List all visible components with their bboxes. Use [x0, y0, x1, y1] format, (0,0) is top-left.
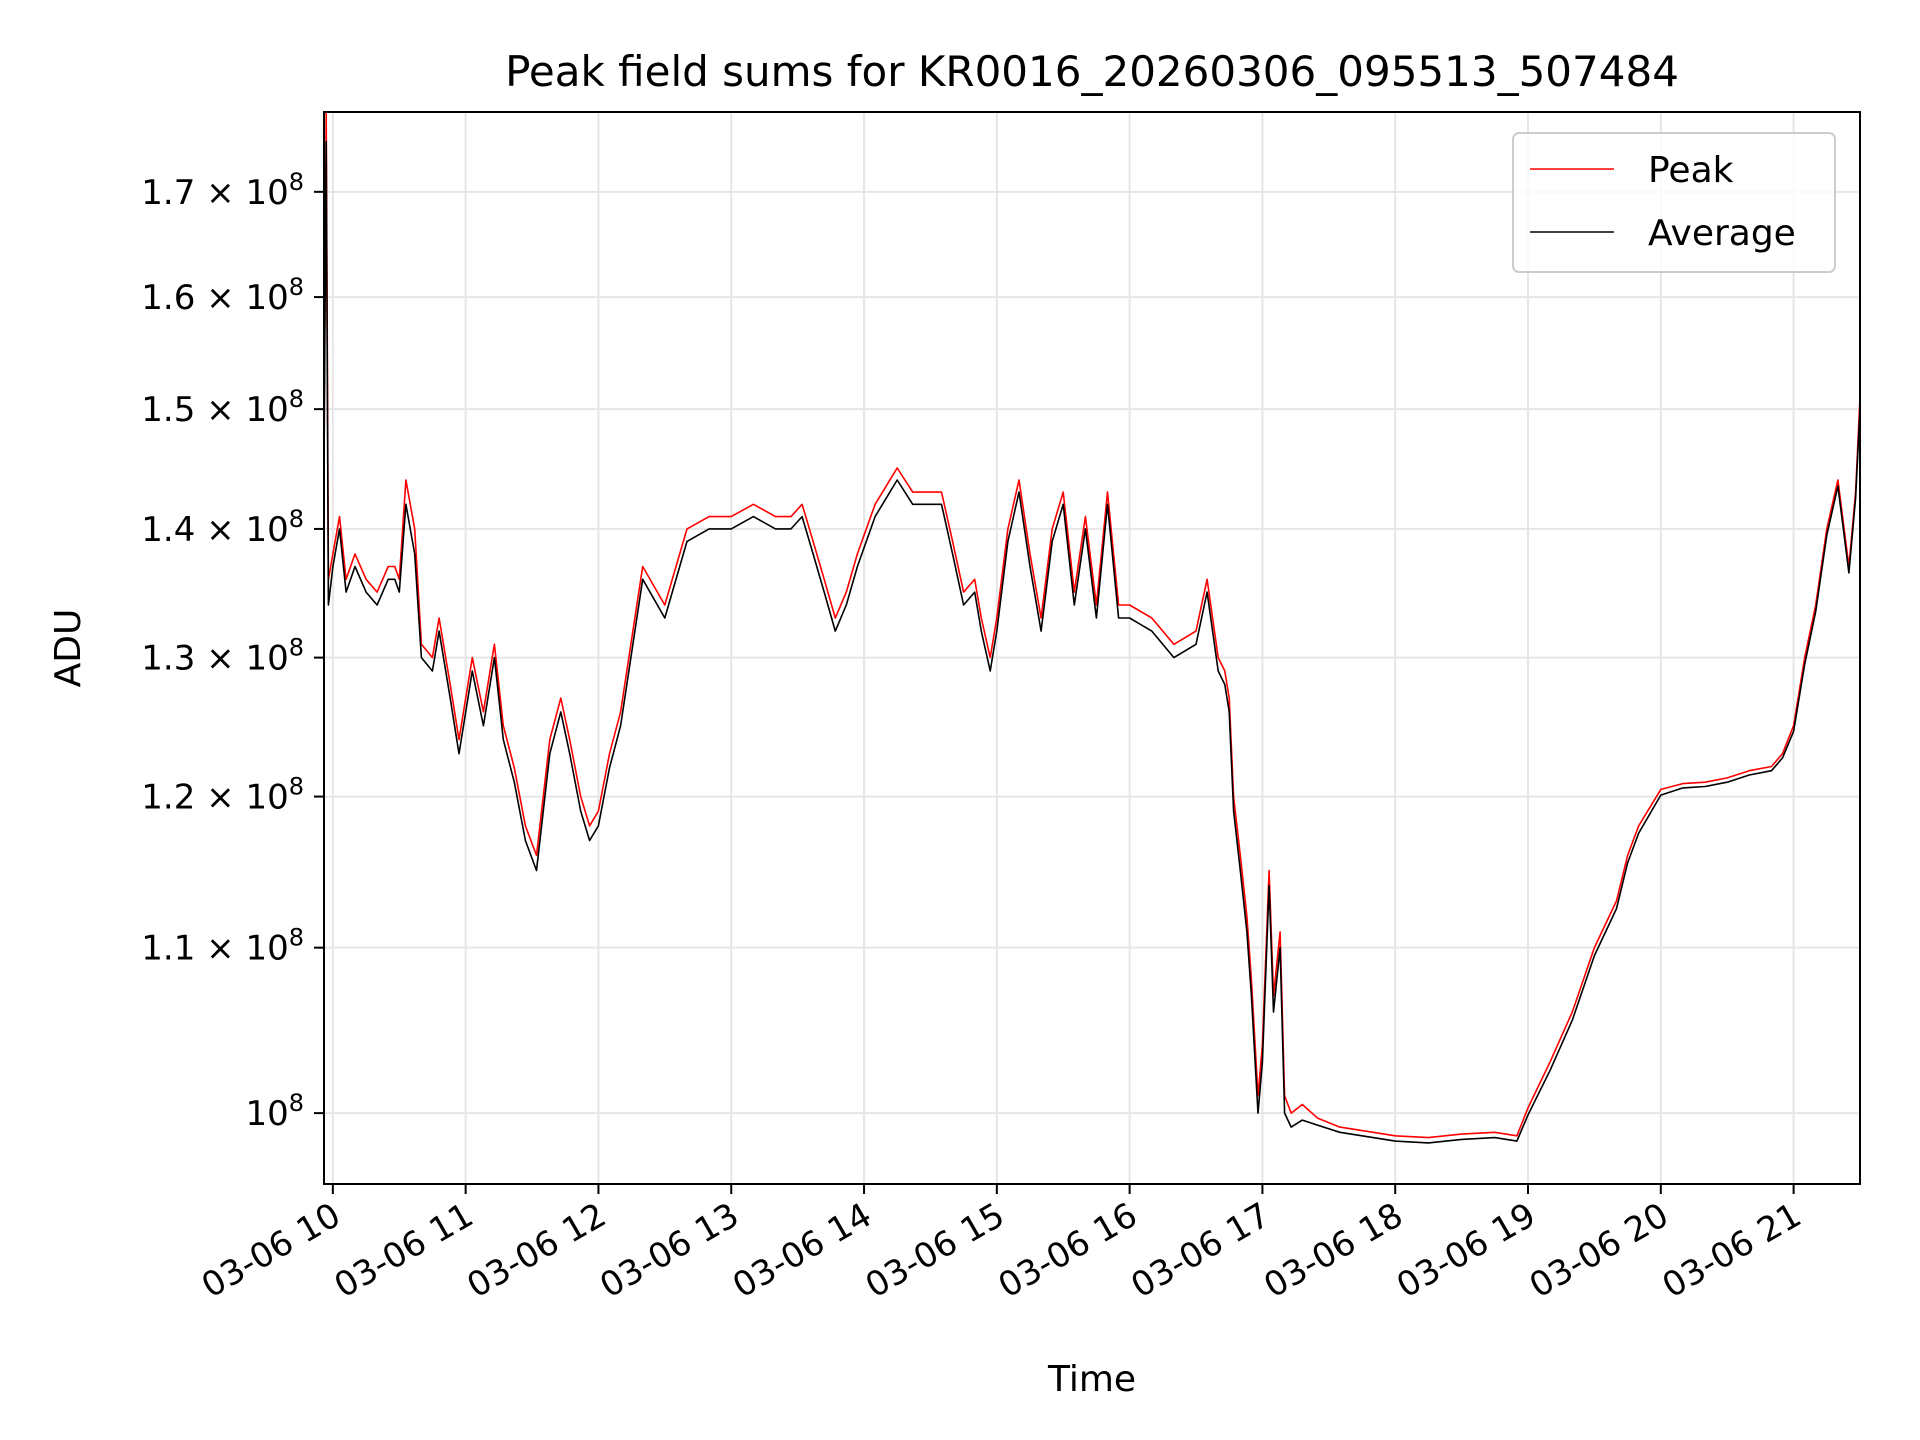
plot-area-frame: [323, 111, 1861, 1185]
chart-title: Peak field sums for KR0016_20260306_0955…: [505, 47, 1679, 96]
y-tick-label: 1.4 × 108: [141, 505, 304, 550]
legend-box: [1512, 132, 1836, 273]
y-tick-label: 1.6 × 108: [141, 273, 304, 318]
y-tick-label: 1.5 × 108: [141, 385, 304, 430]
legend-label-average: Average: [1648, 213, 1796, 254]
series-line-average: [324, 140, 1860, 1144]
y-tick-label: 1.2 × 108: [141, 773, 304, 818]
y-tick-label: 1.7 × 108: [141, 168, 304, 213]
legend: Peak Average: [1512, 132, 1836, 273]
y-axis-label: ADU: [48, 609, 89, 688]
y-tick-label: 1.1 × 108: [141, 924, 304, 969]
y-tick-label: 1.3 × 108: [141, 634, 304, 679]
legend-label-peak: Peak: [1648, 150, 1734, 191]
plot-series: [324, 112, 1860, 1144]
series-line-peak: [324, 112, 1860, 1139]
x-axis-label: Time: [1047, 1359, 1136, 1400]
